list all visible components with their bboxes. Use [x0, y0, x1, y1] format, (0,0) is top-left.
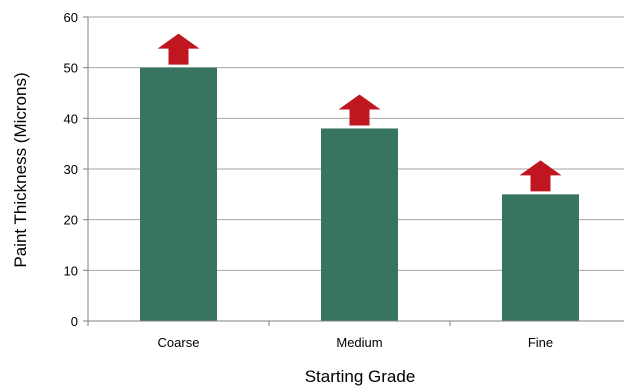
arrow-up-icon	[157, 33, 200, 65]
x-axis	[87, 17, 624, 326]
y-tick-label: 0	[71, 314, 78, 329]
x-tick-label: Coarse	[158, 335, 200, 350]
bar-fine	[502, 194, 579, 321]
x-tick-label: Fine	[528, 335, 553, 350]
y-tick-label: 10	[64, 263, 78, 278]
y-tick-label: 60	[64, 10, 78, 25]
x-axis-tick-labels: Coarse Medium Fine	[158, 335, 554, 350]
x-axis-title: Starting Grade	[305, 367, 416, 386]
y-tick-label: 30	[64, 162, 78, 177]
bar-medium	[321, 128, 398, 321]
y-tick-label: 50	[64, 61, 78, 76]
x-tick-label: Medium	[336, 335, 382, 350]
arrow-up-icon	[338, 94, 381, 126]
y-tick-label: 40	[64, 111, 78, 126]
increase-arrows	[157, 33, 562, 192]
arrow-up-icon	[519, 160, 562, 192]
bar-coarse	[140, 67, 217, 322]
y-tick-label: 20	[64, 213, 78, 228]
bars	[140, 67, 579, 322]
y-axis-tick-labels: 0 10 20 30 40 50 60	[64, 10, 78, 329]
y-axis-title: Paint Thickness (Microns)	[11, 72, 30, 267]
